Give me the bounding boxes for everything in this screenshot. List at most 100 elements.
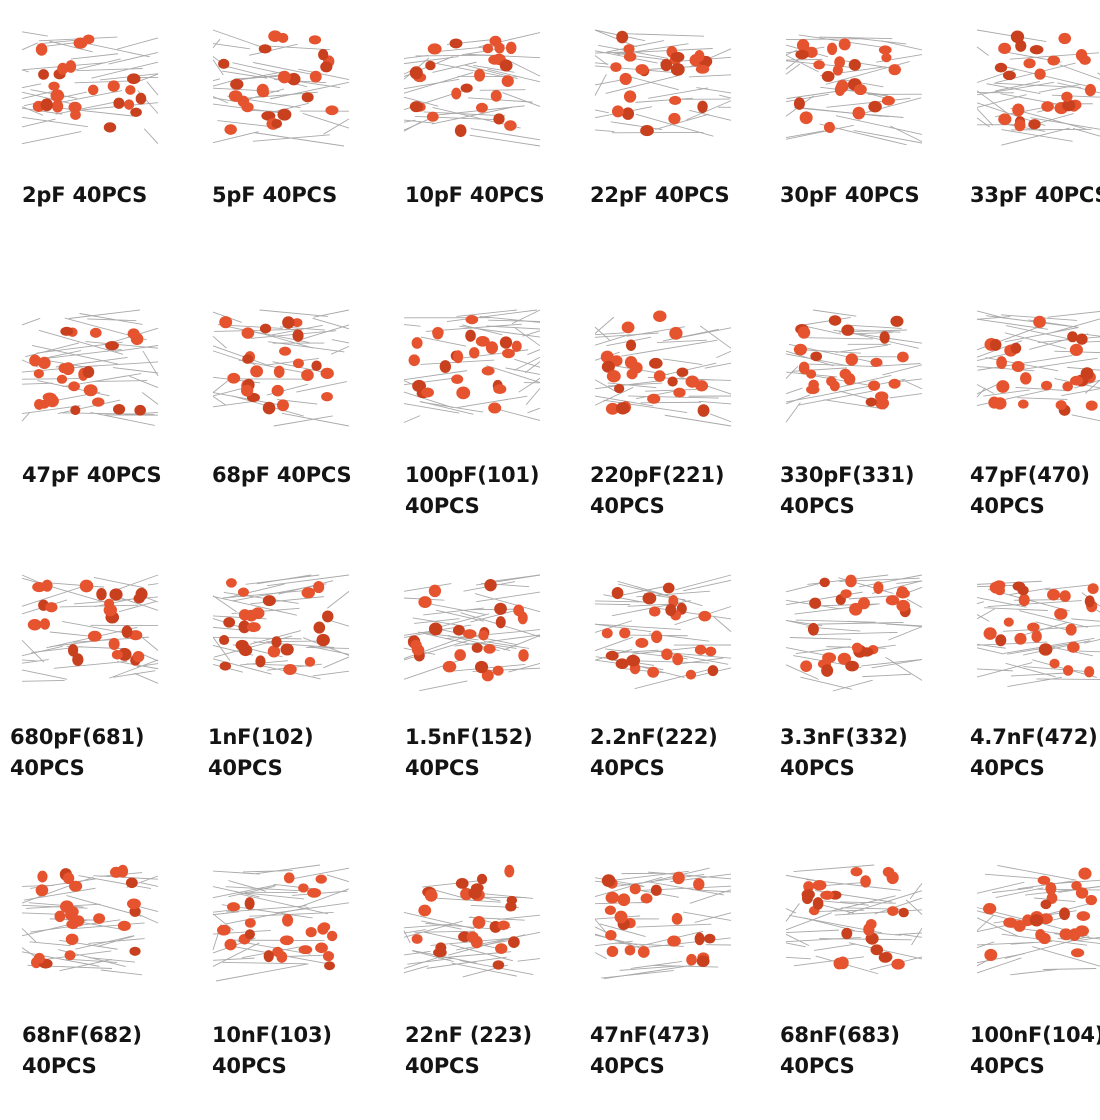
capacitor-disc — [1030, 45, 1044, 54]
capacitor-lead — [71, 54, 118, 59]
capacitance-value: 68nF(683) — [780, 1020, 900, 1051]
capacitor-disc — [467, 931, 479, 942]
capacitor-lead — [260, 310, 328, 316]
capacitor-lead — [786, 903, 799, 921]
capacitor-disc — [616, 402, 630, 414]
capacitor-disc — [813, 60, 824, 69]
capacitor-lead — [700, 326, 731, 348]
capacitor-disc — [421, 387, 434, 397]
capacitance-value: 220pF(221) — [590, 460, 724, 491]
product-cell[interactable] — [211, 10, 394, 285]
capacitor-lead — [611, 122, 662, 130]
capacitor-photo — [975, 308, 1100, 428]
capacitor-lead — [249, 44, 297, 55]
capacitor-disc — [1020, 372, 1031, 384]
product-cell[interactable] — [402, 555, 585, 830]
capacitor-lead — [422, 881, 479, 887]
capacitor-disc — [36, 43, 48, 56]
capacitor-pile-image — [211, 863, 351, 983]
capacitor-lead — [1079, 651, 1100, 652]
product-cell[interactable] — [975, 10, 1100, 285]
capacitor-disc — [614, 384, 624, 393]
capacitor-photo — [20, 573, 160, 693]
capacitor-disc — [998, 113, 1011, 125]
capacitor-disc — [1033, 316, 1046, 328]
capacitor-disc — [868, 101, 881, 113]
capacitor-disc — [686, 670, 696, 680]
capacitor-disc — [504, 120, 516, 131]
capacitor-disc — [649, 606, 660, 616]
capacitor-disc — [468, 887, 481, 899]
capacitor-lead — [254, 133, 343, 146]
capacitor-disc — [1031, 630, 1041, 642]
capacitor-disc — [309, 35, 321, 44]
capacitor-disc — [882, 96, 895, 106]
capacitor-lead — [800, 317, 851, 325]
capacitor-disc — [896, 589, 910, 599]
product-cell[interactable] — [975, 555, 1100, 830]
capacitor-disc — [282, 316, 294, 329]
capacitor-disc — [229, 90, 243, 102]
capacitor-disc — [889, 379, 901, 389]
product-cell[interactable] — [20, 555, 203, 830]
product-cell[interactable] — [402, 290, 585, 565]
product-cell[interactable] — [593, 290, 776, 565]
product-cell[interactable] — [20, 10, 203, 285]
product-cell[interactable] — [20, 290, 203, 565]
capacitor-photo — [593, 308, 733, 428]
capacitor-disc — [483, 44, 494, 54]
capacitor-lead — [113, 368, 158, 373]
capacitor-lead — [1043, 968, 1096, 969]
capacitor-lead — [977, 648, 1004, 654]
capacitor-lead — [1011, 673, 1067, 676]
product-cell[interactable] — [593, 555, 776, 830]
capacitor-lead — [1007, 644, 1068, 654]
capacitance-value: 1nF(102) — [208, 722, 313, 753]
capacitor-disc — [820, 891, 834, 900]
capacitance-label: 2.2nF(222)40PCS — [590, 722, 718, 784]
capacitor-disc — [493, 666, 504, 676]
product-cell[interactable] — [975, 290, 1100, 565]
product-cell[interactable] — [211, 555, 394, 830]
capacitor-lead — [213, 912, 239, 915]
capacitor-disc — [615, 911, 628, 924]
capacitor-disc — [800, 660, 812, 672]
capacitor-disc — [68, 381, 80, 391]
capacitor-disc — [1030, 914, 1044, 926]
capacitor-lead — [246, 664, 307, 666]
capacitor-disc — [500, 336, 512, 348]
capacitor-lead — [313, 318, 349, 329]
product-cell[interactable] — [402, 10, 585, 285]
capacitor-pile-image — [402, 308, 542, 428]
capacitor-lead — [710, 414, 731, 422]
capacitor-disc — [649, 358, 663, 369]
product-cell[interactable] — [211, 290, 394, 565]
capacitor-disc — [647, 667, 659, 678]
product-cell[interactable] — [593, 10, 776, 285]
capacitor-lead — [977, 118, 990, 127]
capacitor-disc — [694, 50, 704, 62]
capacitor-disc — [635, 64, 648, 75]
capacitor-disc — [484, 579, 496, 591]
capacitance-label: 68nF(682)40PCS — [22, 1020, 142, 1082]
quantity-value: 40PCS — [590, 491, 724, 522]
capacitor-lead — [213, 132, 258, 143]
capacitor-disc — [104, 604, 117, 616]
capacitor-disc — [276, 951, 287, 963]
capacitor-disc — [245, 897, 255, 910]
capacitor-disc — [635, 638, 648, 648]
capacitor-lead — [332, 340, 349, 343]
capacitor-disc — [1067, 642, 1080, 653]
product-cell[interactable] — [784, 555, 967, 830]
product-cell[interactable] — [784, 290, 967, 565]
capacitor-photo — [20, 863, 160, 983]
capacitor-disc — [298, 883, 309, 892]
capacitor-disc — [1085, 595, 1095, 607]
capacitor-lead — [645, 389, 696, 391]
capacitor-lead — [314, 310, 349, 317]
capacitor-pile-image — [402, 573, 542, 693]
capacitor-disc — [1013, 581, 1026, 591]
product-cell[interactable] — [784, 10, 967, 285]
capacitor-disc — [72, 653, 83, 666]
capacitor-disc — [220, 662, 231, 671]
